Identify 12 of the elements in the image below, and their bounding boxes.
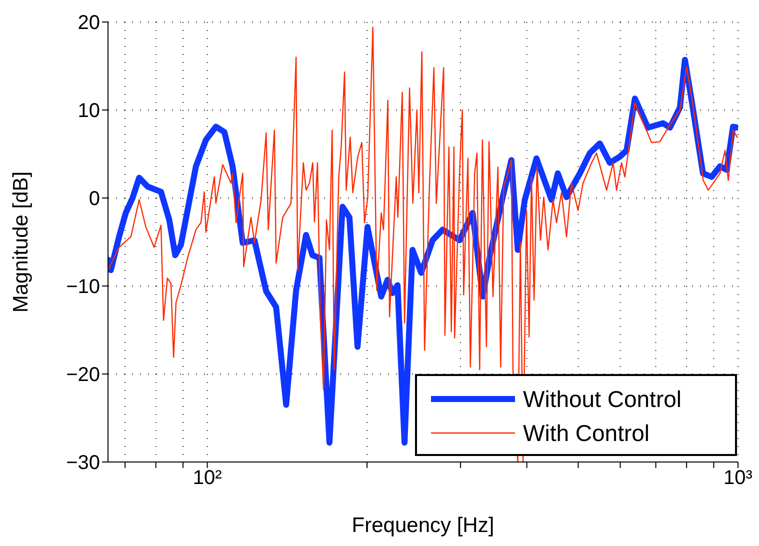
y-axis-title: Magnitude [dB] (9, 171, 32, 313)
legend-label: Without Control (523, 386, 682, 412)
y-tick-label: −30 (66, 452, 100, 474)
y-tick-label: 0 (88, 188, 100, 210)
y-tick-label: −20 (66, 364, 100, 386)
legend-label: With Control (523, 420, 650, 446)
x-axis-title: Frequency [Hz] (352, 514, 494, 537)
y-tick-label: 20 (78, 12, 100, 34)
x-tick-label: 10³ (724, 467, 753, 490)
y-tick-label: 10 (78, 100, 100, 122)
x-tick-label: 10² (192, 467, 222, 490)
y-tick-label: −10 (66, 276, 100, 298)
